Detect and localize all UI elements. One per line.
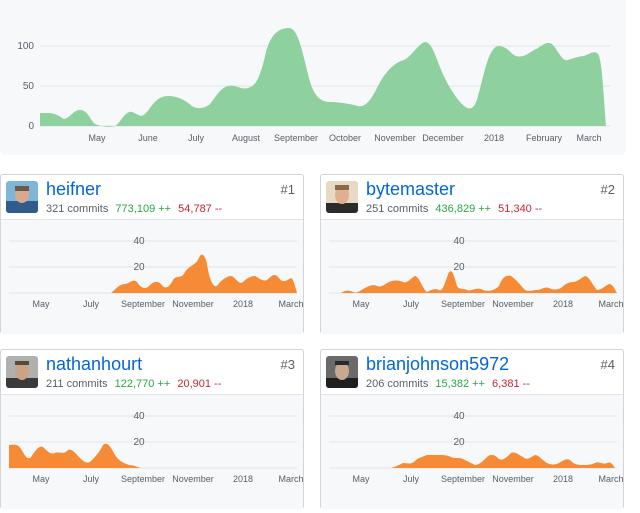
x-tick-september: September (441, 299, 485, 309)
additions-count: 773,109 ++ (115, 203, 172, 215)
contributor-commit-chart: 40 20 May July September November 2018 M… (1, 394, 303, 509)
commits-link[interactable]: 206 commits (366, 378, 429, 390)
contributor-area (391, 452, 615, 468)
x-tick-march: March (278, 474, 303, 484)
x-tick-2018: 2018 (233, 299, 253, 309)
contributor-username-link[interactable]: heifner (46, 179, 102, 199)
x-tick-may: May (352, 474, 370, 484)
y-tick-20: 20 (453, 262, 465, 273)
x-tick-november: November (492, 474, 534, 484)
commits-link[interactable]: 321 commits (46, 203, 109, 215)
contributor-stats: 206 commits 15,382 ++ 6,381 -- (366, 378, 530, 390)
contributor-commit-chart: 40 20 May July September November 2018 M… (321, 394, 623, 509)
x-tick-may: May (32, 474, 50, 484)
contributor-area (111, 254, 297, 293)
overview-x-tick: July (188, 133, 205, 143)
overview-x-tick: March (576, 133, 601, 143)
y-tick-20: 20 (453, 437, 465, 448)
contributor-card: heifner 321 commits 773,109 ++ 54,787 --… (0, 174, 304, 334)
x-tick-july: July (83, 299, 100, 309)
contributor-stats: 251 commits 436,829 ++ 51,340 -- (366, 203, 542, 215)
y-tick-20: 20 (133, 437, 145, 448)
x-tick-2018: 2018 (553, 474, 573, 484)
avatar[interactable] (6, 181, 38, 213)
contributor-stats: 321 commits 773,109 ++ 54,787 -- (46, 203, 222, 215)
overview-x-tick: February (526, 133, 563, 143)
overview-x-tick: December (422, 133, 464, 143)
overview-area (40, 28, 606, 127)
overview-y-tick: 50 (23, 81, 35, 92)
contributor-area (9, 443, 141, 468)
deletions-count: 6,381 -- (492, 378, 530, 390)
deletions-count: 51,340 -- (498, 203, 543, 215)
x-tick-september: September (121, 299, 165, 309)
commits-link[interactable]: 251 commits (366, 203, 429, 215)
overview-x-tick: 2018 (484, 133, 504, 143)
contributor-username-link[interactable]: nathanhourt (46, 354, 143, 374)
contributor-card-header: heifner 321 commits 773,109 ++ 54,787 --… (1, 175, 303, 219)
additions-count: 15,382 ++ (435, 378, 485, 390)
contributor-rank: #3 (280, 357, 295, 372)
contributor-chart-svg: 40 20 May July September November 2018 M… (9, 236, 303, 309)
x-tick-march: March (598, 474, 623, 484)
y-tick-40: 40 (453, 236, 465, 247)
contributor-card-header: nathanhourt 211 commits 122,770 ++ 20,90… (1, 350, 303, 394)
contributor-commit-chart: 40 20 May July September November 2018 M… (1, 219, 303, 334)
y-tick-40: 40 (133, 236, 145, 247)
x-tick-march: March (598, 299, 623, 309)
x-tick-november: November (172, 299, 214, 309)
contributor-rank: #4 (600, 357, 615, 372)
overview-x-tick: May (88, 133, 106, 143)
contributor-card-header: brianjohnson5972 206 commits 15,382 ++ 6… (321, 350, 623, 394)
y-tick-20: 20 (133, 262, 145, 273)
overview-svg: 100 50 0 May June July August September October N… (17, 28, 610, 143)
x-tick-may: May (352, 299, 370, 309)
y-tick-40: 40 (453, 411, 465, 422)
x-tick-september: September (121, 474, 165, 484)
x-tick-september: September (441, 474, 485, 484)
y-tick-40: 40 (133, 411, 145, 422)
contributor-area (341, 271, 617, 293)
overview-x-tick: September (274, 133, 318, 143)
contributor-card-header: bytemaster 251 commits 436,829 ++ 51,340… (321, 175, 623, 219)
overview-x-tick: November (374, 133, 416, 143)
x-tick-may: May (32, 299, 50, 309)
avatar[interactable] (6, 356, 38, 388)
contributor-username-link[interactable]: bytemaster (366, 179, 456, 199)
additions-count: 122,770 ++ (114, 378, 171, 390)
x-tick-november: November (492, 299, 534, 309)
contributor-chart-svg: 40 20 May July September November 2018 M… (9, 411, 303, 484)
overview-y-tick: 0 (28, 121, 34, 132)
deletions-count: 20,901 -- (177, 378, 222, 390)
contributor-card: bytemaster 251 commits 436,829 ++ 51,340… (320, 174, 624, 334)
contributor-rank: #2 (600, 182, 615, 197)
x-tick-november: November (172, 474, 214, 484)
overview-x-tick: June (138, 133, 158, 143)
avatar[interactable] (326, 356, 358, 388)
contributions-overview-chart: 100 50 0 May June July August September October N… (0, 0, 626, 155)
contributor-username-link[interactable]: brianjohnson5972 (366, 354, 510, 374)
x-tick-july: July (403, 474, 420, 484)
commits-link[interactable]: 211 commits (46, 378, 108, 390)
overview-x-tick: August (232, 133, 261, 143)
overview-x-tick: October (329, 133, 361, 143)
additions-count: 436,829 ++ (435, 203, 492, 215)
avatar[interactable] (326, 181, 358, 213)
contributor-card: nathanhourt 211 commits 122,770 ++ 20,90… (0, 349, 304, 509)
x-tick-july: July (403, 299, 420, 309)
x-tick-2018: 2018 (553, 299, 573, 309)
contributor-chart-svg: 40 20 May July September November 2018 M… (329, 411, 623, 484)
x-tick-july: July (83, 474, 100, 484)
contributor-card: brianjohnson5972 206 commits 15,382 ++ 6… (320, 349, 624, 509)
overview-y-tick: 100 (17, 41, 34, 52)
contributor-rank: #1 (280, 182, 295, 197)
x-tick-2018: 2018 (233, 474, 253, 484)
deletions-count: 54,787 -- (178, 203, 223, 215)
contributor-stats: 211 commits 122,770 ++ 20,901 -- (46, 378, 221, 390)
x-tick-march: March (278, 299, 303, 309)
contributor-chart-svg: 40 20 May July September November 2018 M… (329, 236, 623, 309)
contributor-commit-chart: 40 20 May July September November 2018 M… (321, 219, 623, 334)
